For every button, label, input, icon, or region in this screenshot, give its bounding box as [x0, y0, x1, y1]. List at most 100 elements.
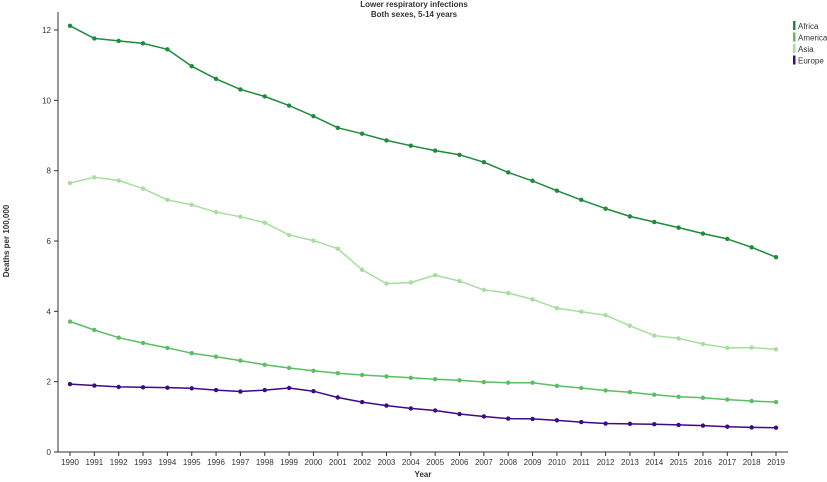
data-point-asia[interactable]	[335, 246, 340, 251]
data-point-america[interactable]	[165, 345, 170, 351]
data-point-america[interactable]	[432, 377, 438, 382]
data-point-america[interactable]	[116, 335, 121, 340]
data-point-africa[interactable]	[92, 36, 97, 41]
data-point-america[interactable]	[140, 340, 146, 346]
data-point-asia[interactable]	[432, 272, 438, 278]
data-point-africa[interactable]	[603, 206, 608, 211]
data-point-asia[interactable]	[189, 202, 194, 207]
data-point-asia[interactable]	[213, 209, 219, 215]
data-point-asia[interactable]	[749, 345, 754, 350]
data-point-america[interactable]	[481, 379, 487, 385]
data-point-america[interactable]	[384, 374, 389, 379]
data-point-america[interactable]	[67, 319, 73, 324]
data-point-africa[interactable]	[652, 219, 657, 225]
data-point-asia[interactable]	[165, 197, 170, 203]
data-point-africa[interactable]	[335, 125, 340, 130]
data-point-africa[interactable]	[457, 152, 462, 158]
data-point-africa[interactable]	[725, 236, 730, 242]
data-point-europe[interactable]	[554, 418, 560, 423]
data-point-africa[interactable]	[189, 64, 194, 69]
data-point-africa[interactable]	[286, 103, 292, 108]
data-point-america[interactable]	[725, 397, 730, 402]
data-point-europe[interactable]	[213, 387, 219, 393]
data-point-america[interactable]	[506, 380, 511, 385]
data-point-africa[interactable]	[262, 94, 267, 99]
data-point-africa[interactable]	[384, 138, 389, 143]
data-point-america[interactable]	[749, 398, 754, 404]
data-point-africa[interactable]	[432, 148, 438, 153]
data-point-africa[interactable]	[676, 225, 681, 230]
data-point-asia[interactable]	[773, 347, 779, 352]
data-point-europe[interactable]	[286, 385, 292, 391]
data-point-asia[interactable]	[384, 281, 389, 286]
data-point-asia[interactable]	[676, 336, 681, 341]
data-point-africa[interactable]	[311, 113, 316, 119]
data-point-europe[interactable]	[481, 414, 487, 419]
data-point-america[interactable]	[627, 390, 633, 395]
data-point-asia[interactable]	[700, 341, 706, 347]
data-point-america[interactable]	[530, 380, 535, 385]
data-point-asia[interactable]	[457, 278, 462, 284]
data-point-africa[interactable]	[773, 254, 779, 260]
data-point-asia[interactable]	[603, 313, 608, 318]
data-point-africa[interactable]	[408, 143, 414, 148]
data-point-america[interactable]	[311, 368, 316, 373]
data-point-europe[interactable]	[725, 424, 730, 429]
data-point-africa[interactable]	[579, 197, 584, 203]
data-point-asia[interactable]	[725, 345, 730, 351]
data-point-europe[interactable]	[579, 419, 584, 425]
data-point-europe[interactable]	[335, 395, 340, 400]
data-point-europe[interactable]	[311, 388, 316, 394]
data-point-africa[interactable]	[213, 76, 219, 82]
data-point-europe[interactable]	[652, 422, 657, 427]
data-point-america[interactable]	[457, 378, 462, 383]
data-point-america[interactable]	[92, 327, 97, 333]
data-point-europe[interactable]	[603, 421, 608, 426]
data-point-europe[interactable]	[749, 425, 754, 430]
data-point-asia[interactable]	[359, 267, 365, 273]
data-point-asia[interactable]	[481, 287, 487, 293]
data-point-africa[interactable]	[627, 214, 633, 219]
data-point-america[interactable]	[676, 394, 681, 399]
data-point-europe[interactable]	[165, 385, 170, 390]
data-point-europe[interactable]	[773, 425, 779, 430]
data-point-africa[interactable]	[238, 87, 243, 92]
data-point-america[interactable]	[286, 365, 292, 371]
data-point-europe[interactable]	[676, 422, 681, 428]
data-point-europe[interactable]	[116, 384, 121, 390]
data-point-africa[interactable]	[116, 38, 121, 44]
data-point-africa[interactable]	[554, 188, 560, 193]
data-point-europe[interactable]	[408, 406, 414, 411]
data-point-america[interactable]	[773, 399, 779, 405]
data-point-europe[interactable]	[627, 421, 633, 427]
data-point-africa[interactable]	[506, 170, 511, 175]
data-point-africa[interactable]	[749, 245, 754, 250]
data-point-europe[interactable]	[262, 387, 267, 393]
data-point-africa[interactable]	[530, 178, 535, 184]
data-point-europe[interactable]	[384, 403, 389, 408]
data-point-america[interactable]	[700, 395, 706, 401]
data-point-europe[interactable]	[506, 416, 511, 421]
data-point-africa[interactable]	[700, 231, 706, 236]
data-point-africa[interactable]	[165, 47, 170, 52]
data-point-europe[interactable]	[359, 399, 365, 405]
data-point-asia[interactable]	[408, 280, 414, 285]
data-point-america[interactable]	[603, 388, 608, 393]
data-point-asia[interactable]	[530, 297, 535, 302]
data-point-europe[interactable]	[530, 416, 535, 422]
data-point-asia[interactable]	[311, 238, 316, 243]
data-point-america[interactable]	[238, 358, 243, 363]
data-point-asia[interactable]	[67, 180, 73, 186]
data-point-asia[interactable]	[652, 333, 657, 338]
data-point-asia[interactable]	[116, 178, 121, 183]
data-point-america[interactable]	[335, 371, 340, 376]
data-point-america[interactable]	[359, 372, 365, 378]
data-point-america[interactable]	[579, 385, 584, 391]
data-point-europe[interactable]	[189, 386, 194, 391]
data-point-asia[interactable]	[554, 305, 560, 311]
data-point-asia[interactable]	[92, 175, 97, 180]
data-point-asia[interactable]	[238, 214, 243, 219]
data-point-europe[interactable]	[432, 408, 438, 413]
data-point-africa[interactable]	[481, 160, 487, 165]
data-point-europe[interactable]	[140, 385, 146, 390]
